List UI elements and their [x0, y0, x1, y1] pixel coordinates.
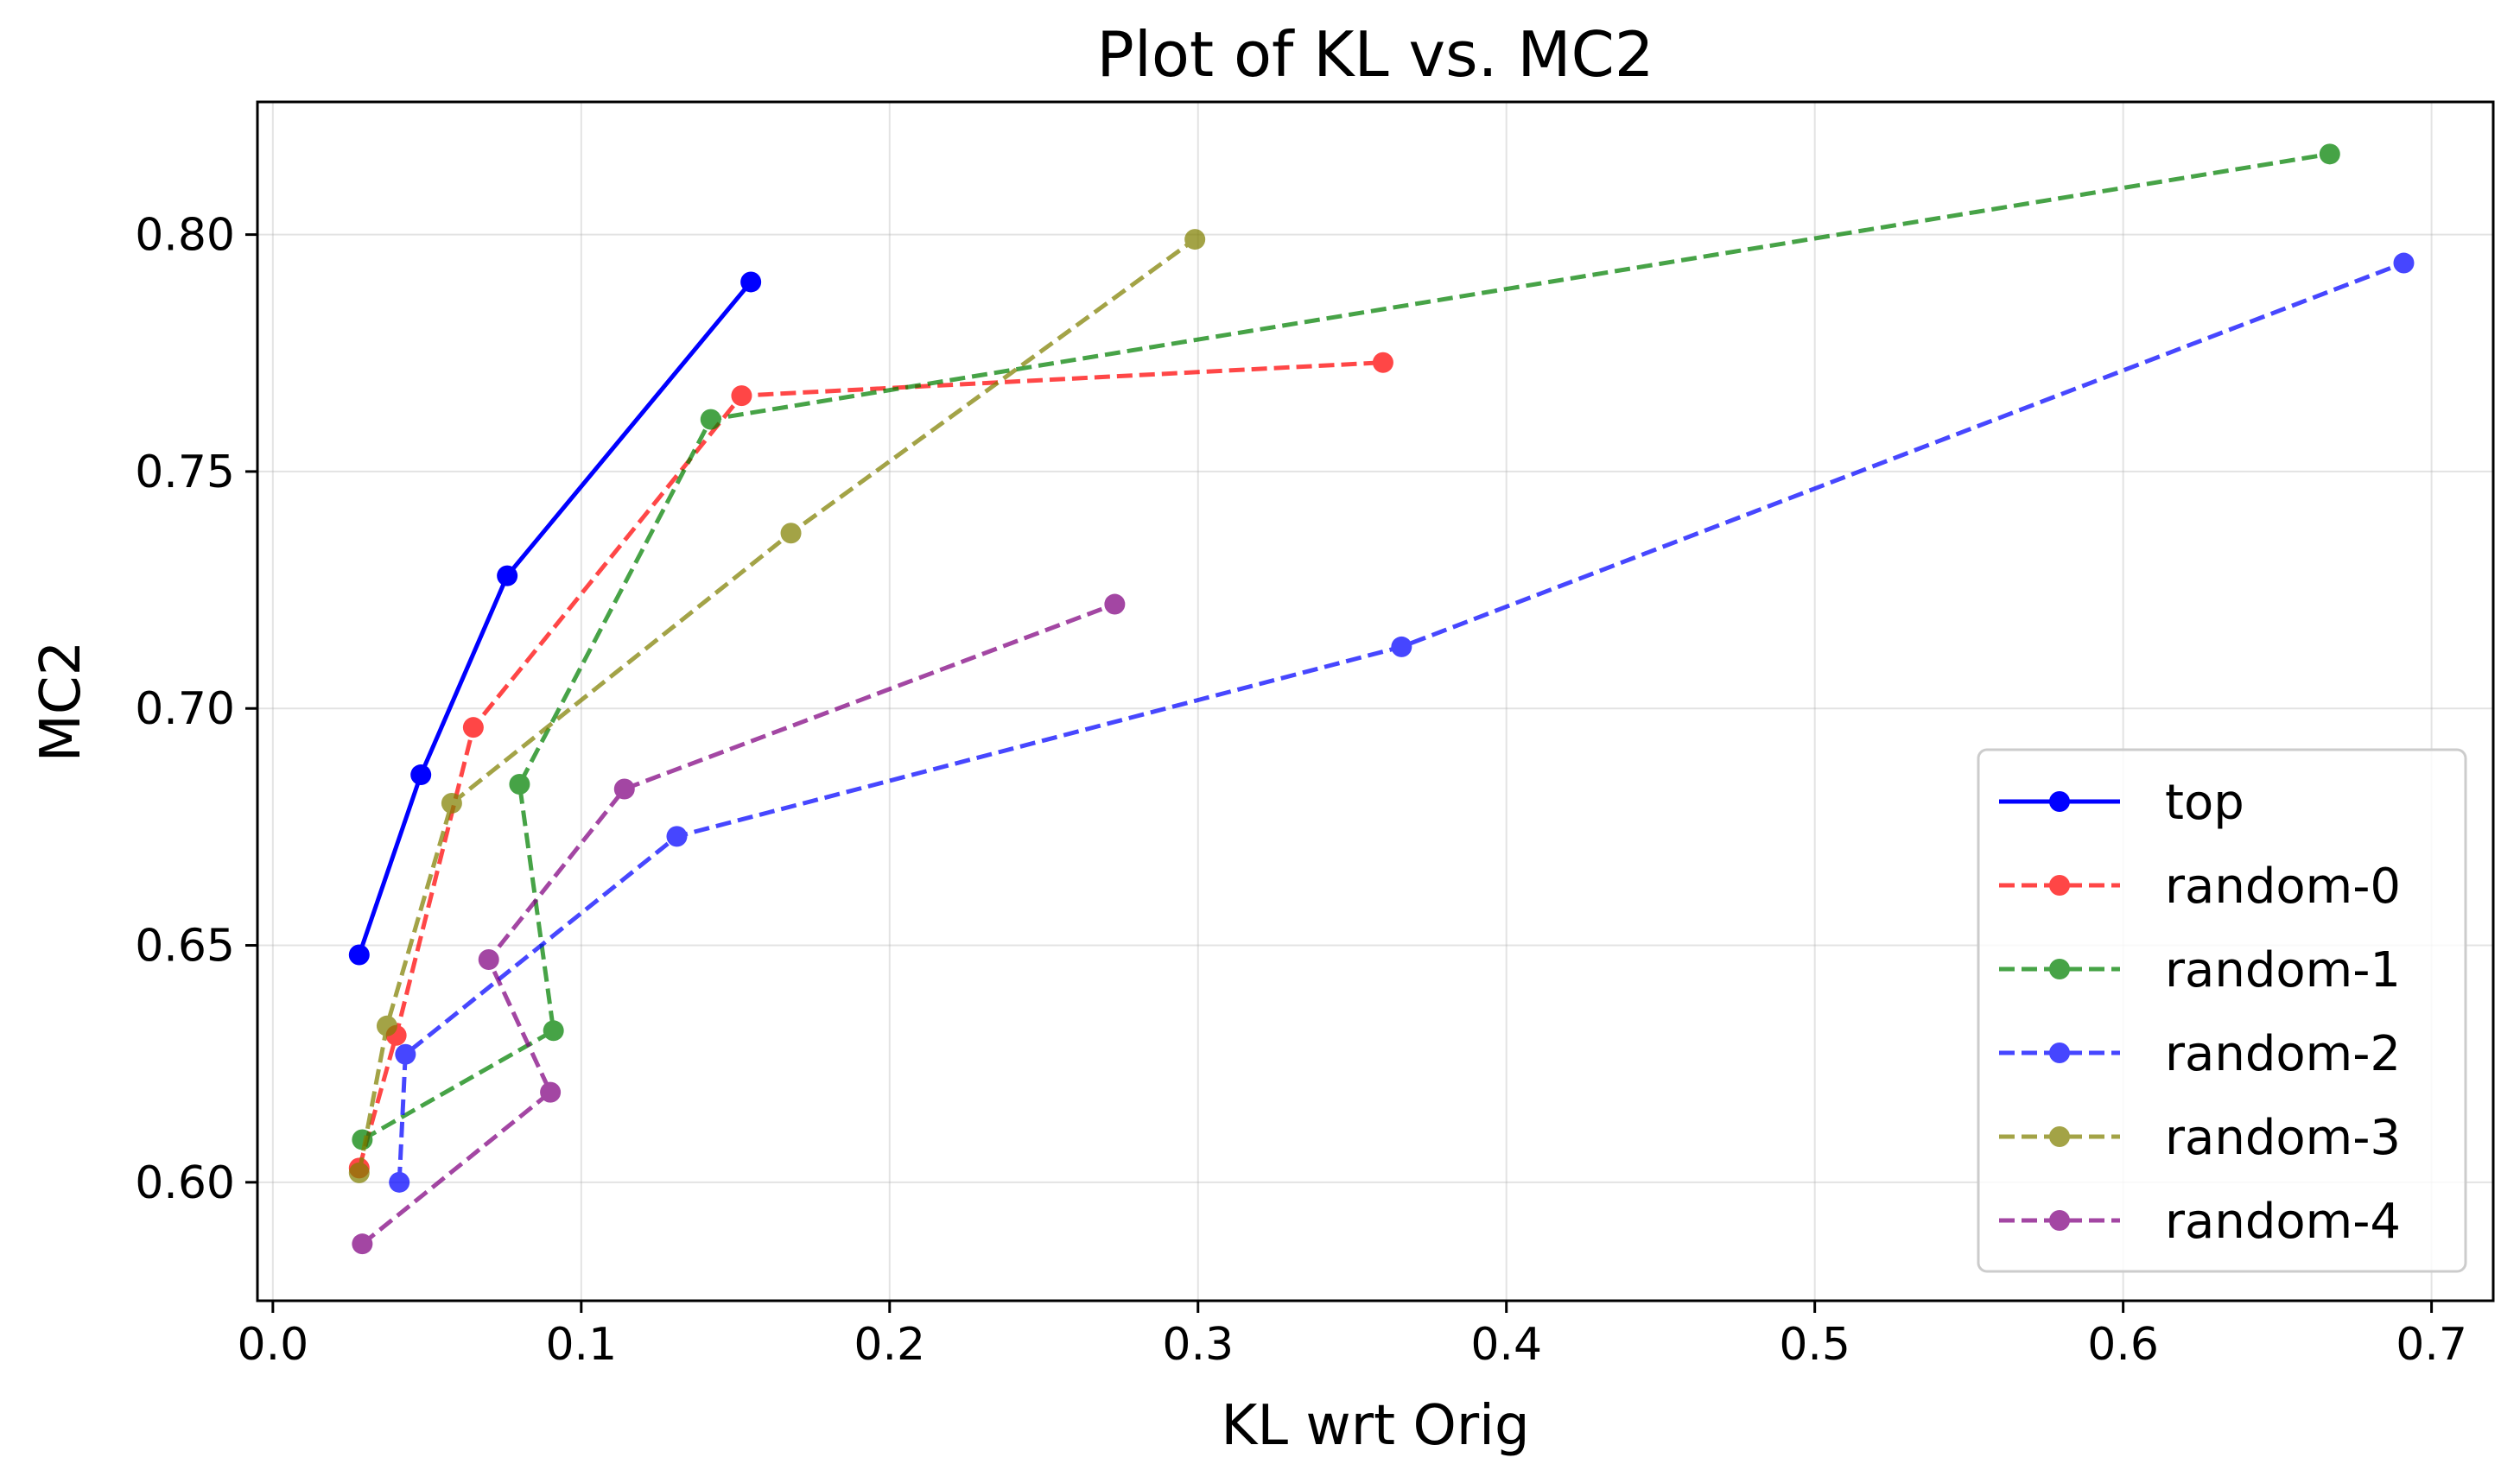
x-tick-label: 0.0	[237, 1319, 308, 1371]
data-point-random-0	[462, 717, 484, 738]
data-point-random-3	[1184, 229, 1206, 250]
data-point-top	[348, 944, 370, 966]
x-tick-label: 0.4	[1470, 1319, 1542, 1371]
y-tick-label: 0.65	[135, 921, 235, 973]
y-tick-label: 0.75	[135, 447, 235, 498]
data-point-random-1	[352, 1129, 373, 1150]
series-random-3	[348, 229, 1206, 1183]
data-point-top	[497, 565, 518, 586]
data-point-random-2	[1391, 636, 1412, 657]
data-point-random-2	[389, 1171, 410, 1193]
legend-entry-random-4	[1999, 1210, 2120, 1231]
legend-marker-random-1	[2049, 959, 2070, 979]
data-point-random-3	[441, 792, 462, 814]
series-random-4	[352, 593, 1126, 1255]
data-point-random-3	[348, 1162, 370, 1183]
axis-ticks: 0.0 0.1 0.2 0.3 0.4 0.5 0.6 0.7 0.60 0.65 0.70 0.75…	[135, 210, 2467, 1371]
series-line-top	[357, 280, 753, 956]
legend-marker-random-2	[2049, 1043, 2070, 1063]
data-point-random-2	[666, 826, 688, 847]
legend: top random-0 random-1 random-2 random-3 rando…	[1977, 748, 2467, 1273]
data-point-random-2	[395, 1043, 416, 1065]
legend-label-random-4: random-4	[2165, 1194, 2401, 1250]
data-point-random-0	[1372, 352, 1393, 373]
legend-label-random-2: random-2	[2165, 1026, 2401, 1082]
series-random-1	[352, 143, 2340, 1150]
legend-marker-random-0	[2049, 875, 2070, 896]
data-point-random-4	[352, 1233, 373, 1255]
data-point-random-1	[543, 1020, 564, 1042]
legend-entry-top	[1999, 791, 2120, 812]
legend-entry-random-0	[1999, 875, 2120, 896]
legend-marker-random-3	[2049, 1126, 2070, 1147]
y-tick-label: 0.60	[135, 1157, 235, 1209]
legend-label-random-1: random-1	[2165, 942, 2401, 998]
series-layer	[348, 143, 2415, 1255]
legend-frame	[1977, 748, 2467, 1273]
legend-marker-random-4	[2049, 1210, 2070, 1231]
series-random-2	[389, 252, 2415, 1193]
x-tick-label: 0.5	[1779, 1319, 1850, 1371]
data-point-top	[410, 764, 432, 786]
x-tick-label: 0.3	[1162, 1319, 1234, 1371]
legend-entry-random-2	[1999, 1043, 2120, 1063]
data-point-random-1	[2319, 143, 2340, 165]
x-tick-label: 0.6	[2087, 1319, 2159, 1371]
plot-frame	[256, 100, 2495, 1302]
x-tick-label: 0.1	[545, 1319, 617, 1371]
x-axis-title: KL wrt Orig	[1221, 1394, 1529, 1458]
x-tick-label: 0.7	[2396, 1319, 2467, 1371]
y-axis-title: MC2	[29, 641, 93, 763]
x-tick-label: 0.2	[854, 1319, 925, 1371]
series-line-random-1	[361, 151, 2331, 1142]
chart-title: Plot of KL vs. MC2	[1096, 18, 1654, 91]
series-top	[348, 271, 762, 966]
data-point-random-2	[2393, 252, 2415, 274]
legend-entry-random-3	[1999, 1126, 2120, 1147]
data-point-random-1	[509, 774, 530, 795]
series-line-random-3	[357, 238, 1197, 1174]
y-tick-label: 0.80	[135, 210, 235, 262]
data-point-top	[740, 271, 762, 293]
data-point-random-4	[478, 948, 499, 970]
y-tick-label: 0.70	[135, 683, 235, 735]
data-point-random-4	[540, 1081, 562, 1103]
legend-label-top: top	[2165, 775, 2244, 831]
data-point-random-1	[700, 409, 721, 430]
data-point-random-4	[1104, 593, 1126, 615]
legend-label-random-3: random-3	[2165, 1110, 2401, 1166]
data-point-random-0	[731, 385, 752, 407]
data-point-random-3	[780, 523, 802, 544]
legend-marker-top	[2049, 791, 2070, 812]
legend-entry-random-1	[1999, 959, 2120, 979]
legend-label-random-0: random-0	[2165, 859, 2401, 915]
data-point-random-3	[376, 1015, 397, 1036]
data-point-random-4	[613, 778, 635, 800]
